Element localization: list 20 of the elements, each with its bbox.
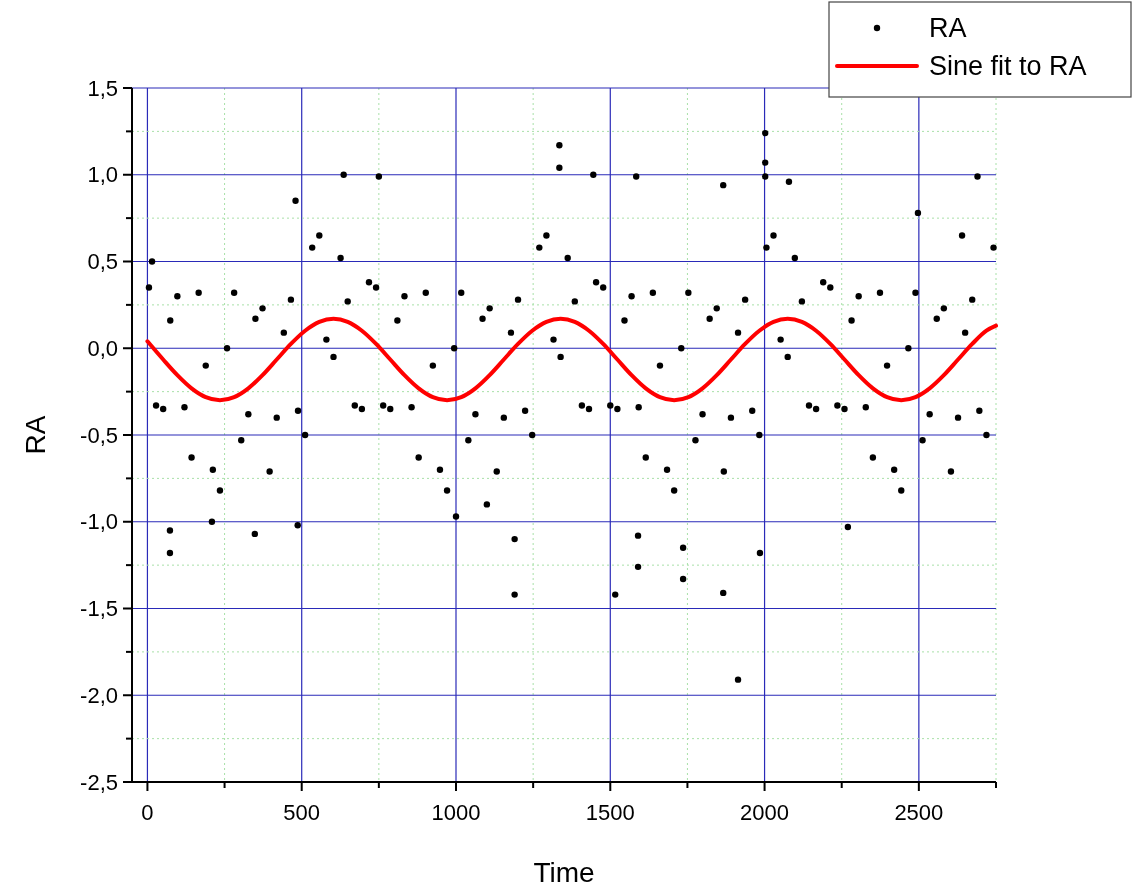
x-tick-label: 2500: [894, 800, 944, 825]
x-tick-label: 500: [283, 800, 321, 825]
legend-label: Sine fit to RA: [929, 51, 1087, 82]
x-tick-label: 1000: [431, 800, 481, 825]
y-tick-label: 0,5: [87, 249, 118, 275]
y-tick-label: 1,5: [87, 75, 118, 101]
y-tick-label: -0,5: [80, 422, 118, 448]
y-axis-title: RA: [20, 415, 51, 455]
y-tick-label: -1,0: [80, 509, 118, 535]
y-tick-label: -1,5: [80, 596, 118, 622]
x-tick-label: 1500: [585, 800, 635, 825]
legend-label: RA: [929, 13, 967, 44]
x-axis-title: Time: [533, 857, 595, 888]
x-tick-label: 2000: [740, 800, 790, 825]
line-series: [145, 316, 998, 403]
y-tick-label: 0,0: [87, 335, 118, 361]
y-tick-label: -2,0: [80, 682, 118, 708]
x-tick-label: 0: [141, 800, 154, 825]
y-tick-label: -2,5: [80, 769, 118, 795]
y-tick-label: 1,0: [87, 162, 118, 188]
